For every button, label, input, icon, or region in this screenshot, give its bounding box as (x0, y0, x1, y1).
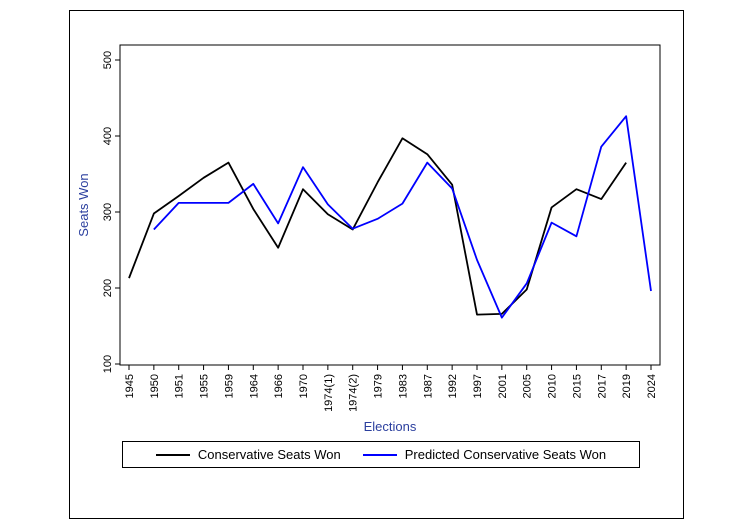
x-tick-label: 1983 (397, 374, 409, 398)
x-tick-label: 1974(1) (323, 374, 335, 412)
x-tick-label: 1970 (298, 374, 310, 398)
y-tick-label: 200 (102, 279, 114, 297)
series-line-0 (128, 137, 627, 316)
x-tick-label: 1966 (273, 374, 285, 398)
y-axis-title: Seats Won (76, 173, 91, 237)
x-tick-label: 1955 (199, 374, 211, 398)
legend-line-sample-black (155, 453, 190, 456)
x-tick-label: 2024 (646, 374, 658, 398)
x-tick-label: 1974(2) (348, 374, 360, 412)
x-tick-label: 1992 (447, 374, 459, 398)
y-tick-label: 400 (102, 127, 114, 145)
x-axis: 1945 1950 1951 1955 1959 1964 1966 1970 1974(1) 1… (124, 365, 658, 412)
legend-line-sample-blue (362, 453, 397, 456)
legend-item-predicted: Predicted Conservative Seats Won (362, 447, 607, 462)
x-tick-label: 1951 (174, 374, 186, 398)
x-tick-label: 2017 (596, 374, 608, 398)
x-tick-label: 1945 (124, 374, 136, 398)
x-tick-label: 1979 (373, 374, 385, 398)
y-tick-label: 500 (102, 51, 114, 69)
y-tick-label: 100 (102, 355, 114, 373)
plot-frame (119, 44, 661, 366)
legend: Conservative Seats Won Predicted Conserv… (122, 441, 640, 468)
x-tick-label: 1959 (223, 374, 235, 398)
legend-label-predicted: Predicted Conservative Seats Won (404, 447, 607, 462)
legend-label-conservative: Conservative Seats Won (197, 447, 341, 462)
x-tick-label: 1987 (422, 374, 434, 398)
x-tick-label: 1964 (248, 374, 260, 398)
x-tick-label: 2001 (497, 374, 509, 398)
x-tick-label: 1997 (472, 374, 484, 398)
y-tick-label: 300 (102, 203, 114, 221)
legend-item-conservative: Conservative Seats Won (155, 447, 341, 462)
series-line-1 (153, 115, 652, 319)
x-tick-label: 2010 (547, 374, 559, 398)
x-tick-label: 1950 (149, 374, 161, 398)
y-axis: 100 200 300 400 500 (102, 51, 120, 373)
x-tick-label: 2015 (571, 374, 583, 398)
x-tick-label: 2005 (522, 374, 534, 398)
x-tick-label: 2019 (621, 374, 633, 398)
x-axis-title: Elections (363, 419, 417, 434)
